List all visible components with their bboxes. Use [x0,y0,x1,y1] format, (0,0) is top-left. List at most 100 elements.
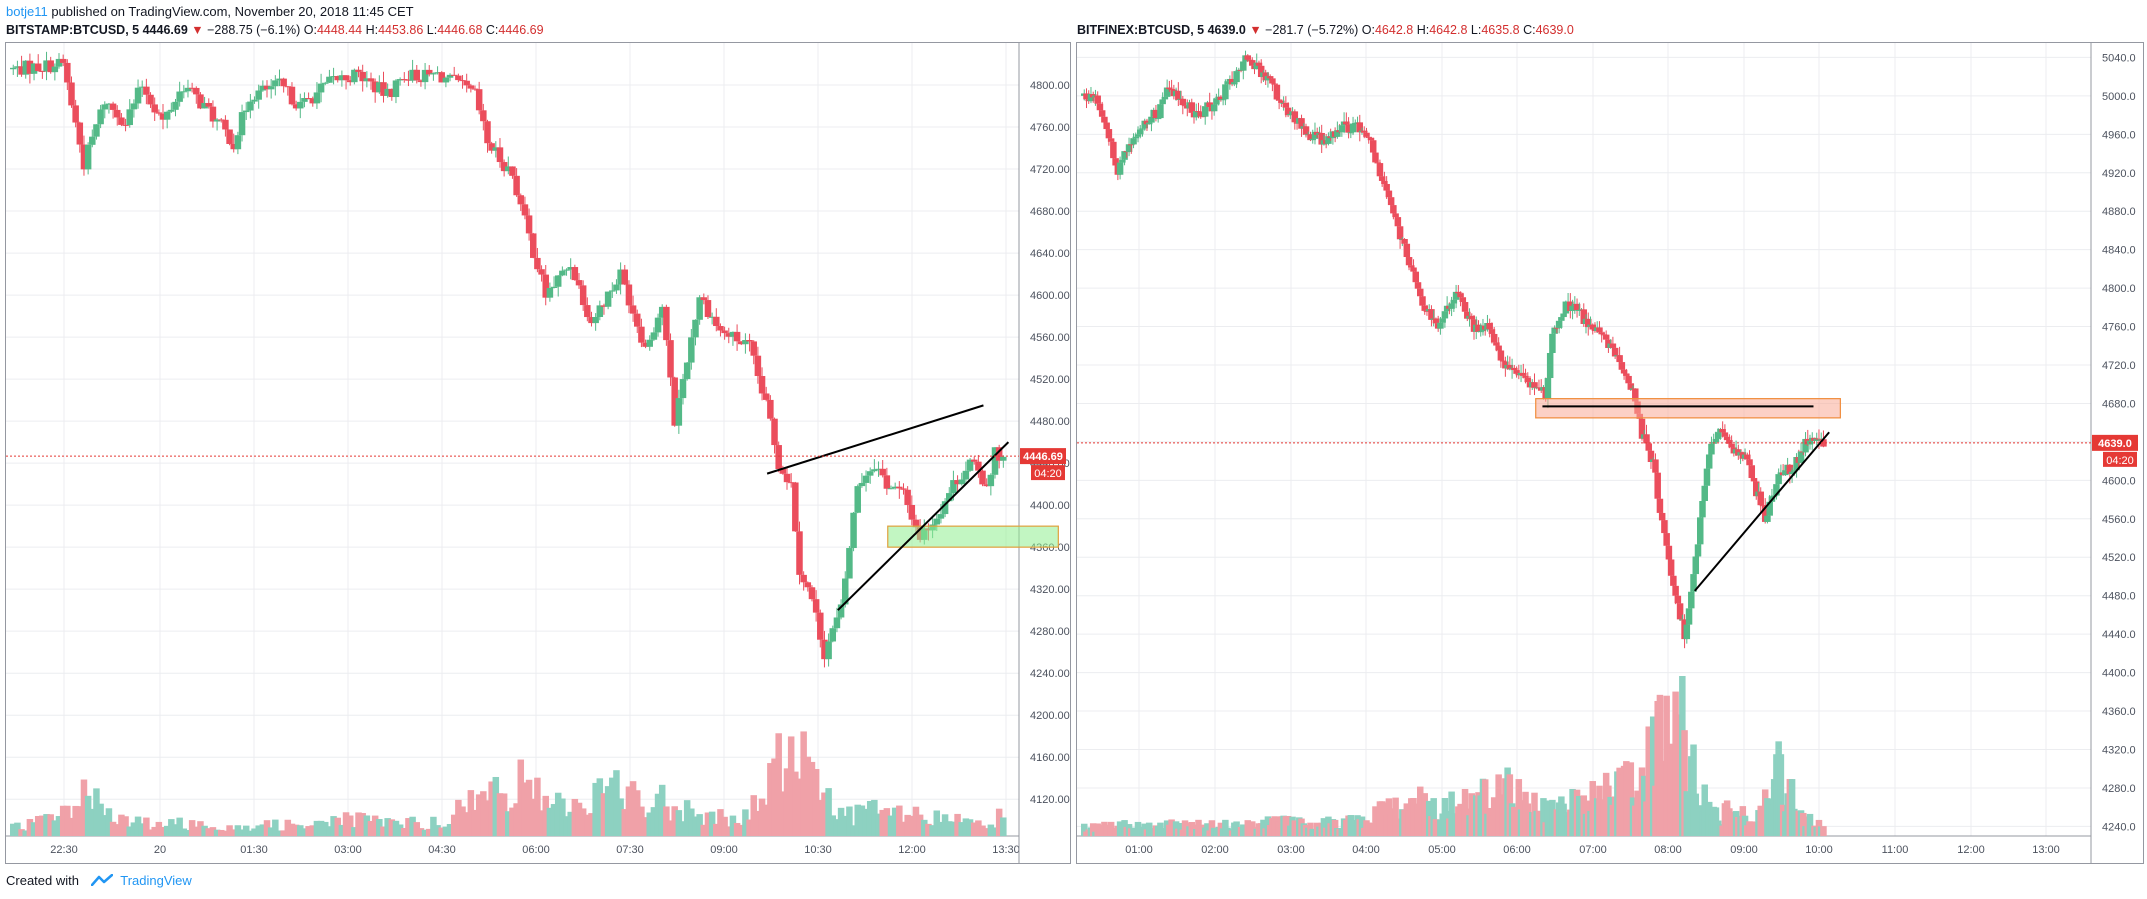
volume-bar [534,777,541,836]
candle-body [1228,78,1236,85]
candle-body [105,103,113,105]
volume-bar [513,803,520,836]
candle-body [18,66,25,75]
candle-body [1119,159,1126,163]
candle-body [130,103,138,110]
candle-body [937,514,945,519]
right-chart-svg[interactable]: 4240.0 4280.0 4320.0 4360.0 4400.0 4440.0 4480… [1077,43,2143,863]
candle-body [1638,418,1646,439]
candle-body [14,66,21,68]
candle-body [650,332,658,340]
volume-bar [850,825,857,836]
candle-body [862,475,870,483]
x-tick-label: 12:00 [1957,844,1985,856]
candle-body [621,269,629,285]
volume-bar [767,763,774,836]
volume-bar [455,799,462,836]
candle-body [1385,190,1393,198]
candle-body [654,317,662,333]
candle-body [1381,180,1388,184]
candle-body [1820,439,1827,447]
support-zone[interactable] [887,525,1059,548]
candle-body [89,136,96,145]
volume-bar [475,794,483,836]
wedge-upper-line[interactable] [766,404,984,475]
candle-body [1786,464,1794,474]
candle-body [10,67,17,70]
volume-bar [218,829,225,836]
candle-body [1676,603,1684,620]
candle-body [242,110,250,113]
left-open: 4448.44 [316,23,363,37]
countdown-label: 04:20 [2106,455,2134,467]
x-tick-label: 10:00 [1805,844,1833,856]
left-chart-panel[interactable]: 4120.00 4160.00 4200.00 4240.00 4280.00 4320.… [5,42,1071,864]
candle-body [1394,217,1402,227]
candle-body [517,195,525,205]
tradingview-brand-link[interactable]: TradingView [120,873,192,888]
left-change: −288.75 (−6.1%) [207,23,301,37]
volume-bar [946,821,953,836]
x-tick-label: 12:00 [898,844,926,856]
candle-body [1116,162,1124,175]
candle-body [1387,197,1395,206]
candle-body [126,109,133,126]
volume-bar [584,814,591,836]
volume-bar [958,822,965,836]
volume-bar [18,829,25,836]
volume-bar [783,768,791,836]
candle-body [1616,355,1623,363]
author-link[interactable]: botje11 [6,4,48,19]
left-chart-svg[interactable]: 4120.00 4160.00 4200.00 4240.00 4280.00 4320.… [6,43,1070,863]
x-tick-label: 01:00 [1125,844,1153,856]
candle-body [459,80,466,82]
volume-bar [846,806,853,836]
candle-body [954,480,961,485]
volume-bar [696,814,703,836]
right-chart-panel[interactable]: 4240.0 4280.0 4320.0 4360.0 4400.0 4440.0 4480… [1076,42,2144,864]
candle-body [804,582,812,588]
candle-body [1278,100,1285,103]
candle-body [492,147,500,151]
volume-bar [109,821,117,836]
volume-bar [39,815,46,836]
candle-body [392,80,400,98]
candle-body [1240,61,1247,71]
candle-body [1602,334,1610,340]
volume-bar [941,814,949,836]
rising-trendline[interactable] [1693,431,1830,592]
volume-bar [1430,798,1437,836]
drawings[interactable] [1535,398,1841,592]
candle-body [1551,327,1558,334]
candle-body [230,143,237,150]
candle-body [970,459,978,462]
candle-body [471,88,479,90]
candle-body [1222,84,1229,100]
volume-bar [530,798,537,836]
candle-body [1224,81,1231,85]
volume-bar [288,823,296,836]
x-tick-label: 04:30 [428,844,456,856]
volume-bar [197,821,204,836]
volume-bar [750,795,757,836]
candle-body [1083,93,1090,100]
candle-body [55,58,63,67]
volume-bar [284,819,292,836]
y-tick-label: 4680.00 [1030,206,1070,218]
candle-body [1309,138,1316,141]
candle-body [1672,585,1679,596]
drawings[interactable] [766,404,1059,611]
candle-body [455,75,462,81]
volume-bar [812,769,820,836]
volume-bar [64,805,71,836]
candle-body [817,612,824,640]
candle-body [1307,134,1314,141]
candle-body [983,484,990,487]
wedge-lower-line[interactable] [837,441,1010,611]
candle-body [663,306,670,341]
x-tick-label: 04:00 [1352,844,1380,856]
resistance-zone[interactable] [1535,398,1841,419]
volume-bar [862,808,870,836]
volume-bar [134,816,142,836]
volume-bar [567,811,574,836]
